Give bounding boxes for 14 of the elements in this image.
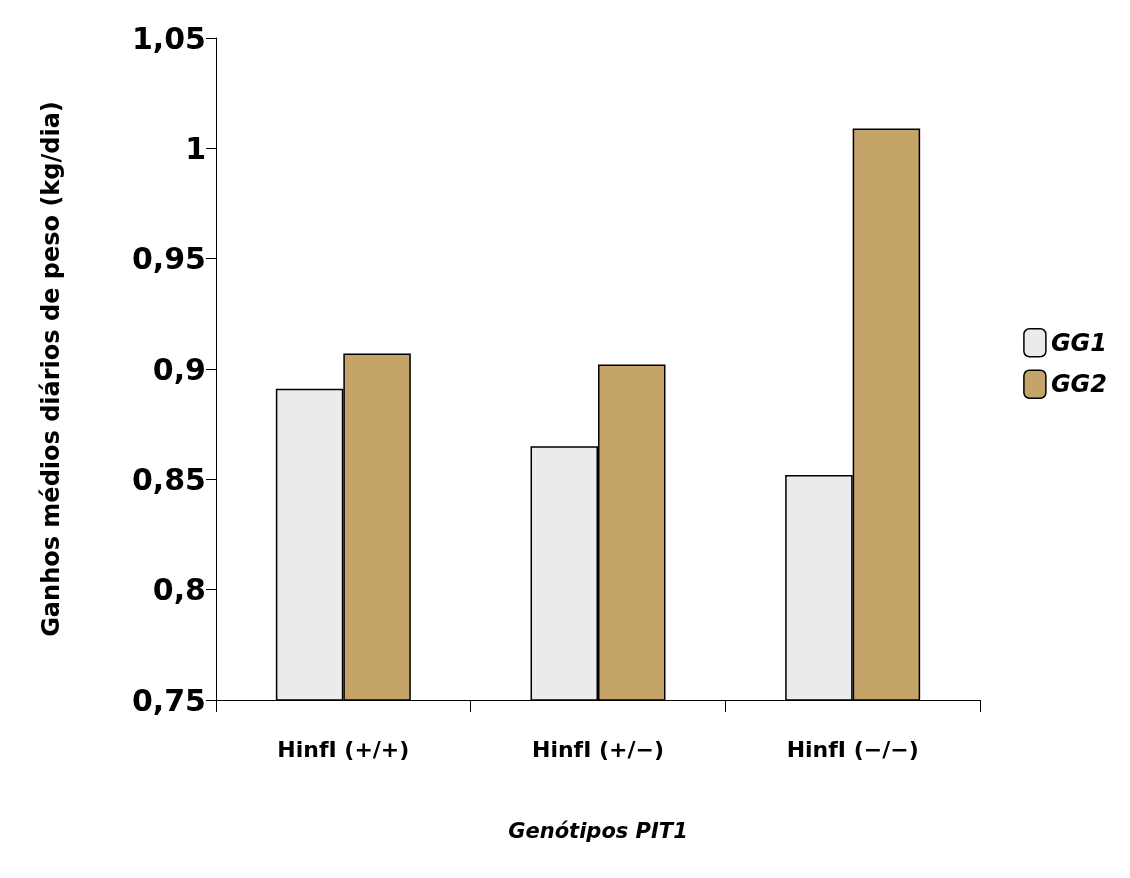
y-tick-label: 1	[185, 130, 206, 166]
y-tick-label: 0,9	[152, 351, 206, 387]
y-tick-label: 0,8	[152, 572, 206, 608]
y-axis-title: Ganhos médios diários de peso (kg/dia)	[37, 101, 65, 637]
y-tick-label: 0,75	[131, 682, 206, 718]
x-tick-label: HinfI (+/+)	[277, 736, 410, 762]
y-tick-label: 0,85	[131, 461, 206, 497]
x-axis-title: Genótipos PIT1	[508, 818, 688, 843]
legend-label: GG1	[1050, 328, 1108, 357]
y-tick-label: 1,05	[131, 20, 206, 56]
legend-label: GG2	[1050, 370, 1108, 399]
y-tick-label: 0,95	[131, 241, 206, 277]
x-tick-label: HinfI (−/−)	[786, 736, 919, 762]
x-tick-label: HinfI (+/−)	[531, 736, 665, 762]
